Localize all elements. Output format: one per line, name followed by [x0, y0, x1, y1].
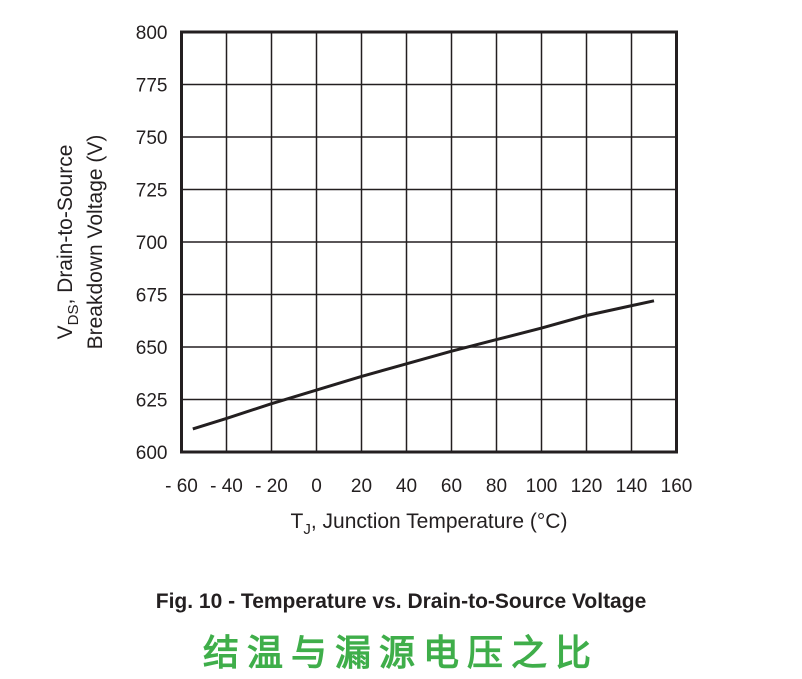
- y-tick-label: 750: [136, 128, 168, 149]
- x-tick-label: 140: [616, 476, 648, 497]
- y-tick-label: 775: [136, 76, 168, 97]
- figure-caption: Fig. 10 - Temperature vs. Drain-to-Sourc…: [155, 590, 647, 613]
- x-tick-label: 160: [661, 476, 693, 497]
- x-tick-label: 20: [351, 476, 372, 497]
- x-tick-label: 100: [526, 476, 558, 497]
- y-tick-label: 675: [136, 286, 168, 307]
- y-tick-label: 800: [136, 23, 168, 44]
- x-tick-label: 40: [396, 476, 417, 497]
- tick-labels: - 60 - 40 - 20 0 20 40 60 80 100 120 140 160 600 625 6…: [136, 23, 693, 497]
- figure-caption-chinese: 结温与漏源电压之比: [202, 633, 599, 674]
- x-tick-label: 0: [311, 476, 322, 497]
- x-tick-label: - 60: [165, 476, 198, 497]
- x-tick-label: 80: [486, 476, 507, 497]
- x-tick-label: 60: [441, 476, 462, 497]
- y-axis-label-line1: VDS, Drain-to-Source: [54, 145, 82, 340]
- plot-frame: [180, 30, 678, 454]
- grid: [180, 31, 678, 453]
- y-tick-label: 600: [136, 443, 168, 464]
- y-tick-label: 700: [136, 233, 168, 254]
- x-tick-label: 120: [571, 476, 603, 497]
- y-tick-label: 650: [136, 338, 168, 359]
- y-tick-label: 725: [136, 181, 168, 202]
- chart: - 60 - 40 - 20 0 20 40 60 80 100 120 140 160 600 625 6…: [54, 23, 693, 538]
- x-tick-label: - 20: [255, 476, 288, 497]
- x-tick-label: - 40: [210, 476, 243, 497]
- x-axis-label: TJ, Junction Temperature (°C): [291, 510, 568, 538]
- series-line: [192, 299, 655, 431]
- y-tick-label: 625: [136, 391, 168, 412]
- y-axis-label-line2: Breakdown Voltage (V): [84, 135, 107, 350]
